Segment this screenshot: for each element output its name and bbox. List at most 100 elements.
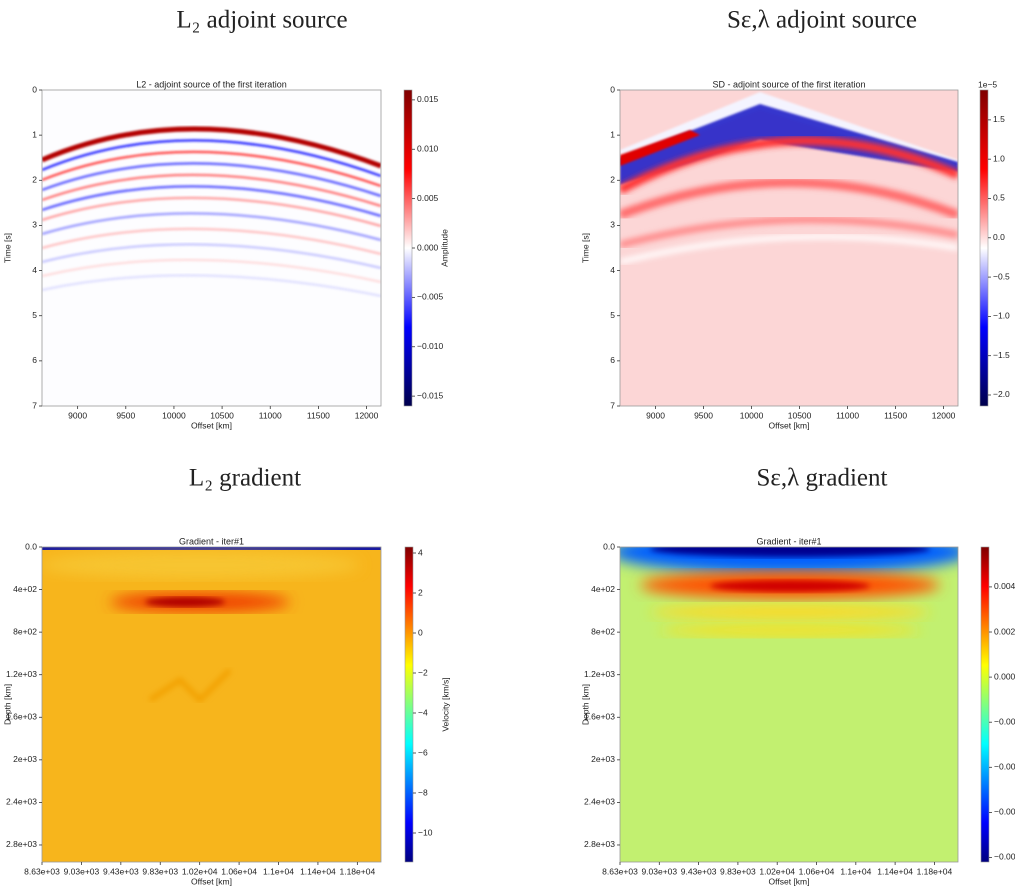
colorbar-tick-label: −1.5 [993,350,1010,360]
plot-title: L2 - adjoint source of the first iterati… [136,79,287,89]
colorbar-tick-label: 0.004 [994,581,1015,591]
plot-title: SD - adjoint source of the first iterati… [712,79,865,89]
colorbar-tick-label: −4 [418,707,428,717]
x-tick-label: 10000 [162,410,186,420]
x-tick-label: 11000 [259,410,282,420]
blob [650,604,930,620]
band [620,136,958,194]
x-tick-label: 1.18e+04 [339,866,375,876]
y-axis-label: Depth [km] [2,684,12,725]
x-axis-label: Offset [km] [769,420,810,430]
x-tick-label: 11000 [836,410,859,420]
y-tick-label: 1.6e+03 [6,712,37,722]
colorbar-tick-label: −2.0 [993,389,1010,399]
colorbar-tick-label: −0.015 [417,390,444,400]
y-tick-label: 2.8e+03 [6,839,37,849]
x-tick-label: 9000 [68,410,87,420]
y-tick-label: 2.4e+03 [6,797,37,807]
colorbar-label: Velocity [km/s] [440,677,450,731]
caption: L₂ gradient [189,465,301,492]
y-tick-label: 2.4e+03 [584,797,615,807]
y-tick-label: 2 [32,175,37,185]
image [620,90,958,406]
colorbar-tick-label: 0.000 [994,671,1015,681]
colorbar-tick-label: 0.005 [417,193,439,203]
colorbar-tick-label: −6 [418,747,428,757]
x-tick-label: 9.83e+03 [142,866,178,876]
frame [619,89,959,407]
y-tick-label: 4 [32,265,37,275]
y-tick-label: 2.8e+03 [584,839,615,849]
band [620,216,958,249]
y-tick-label: 3 [32,220,37,230]
colorbar-tick-label: 4 [418,547,423,557]
plot-title: Gradient - iter#1 [179,536,244,546]
caption: L₂ adjoint source [176,7,347,34]
x-tick-label: 9000 [646,410,665,420]
x-tick-label: 1.1e+04 [263,866,294,876]
stripe [42,150,381,188]
stripe [42,243,381,270]
stripe [42,212,381,242]
colorbar-tick-label: 0.000 [417,242,439,252]
x-tick-label: 1.18e+04 [917,866,953,876]
colorbar-tick-label: −0.010 [417,341,444,351]
x-tick-label: 12000 [932,410,956,420]
blob [650,547,930,557]
x-tick-label: 10000 [740,410,764,420]
stripe [42,274,381,298]
x-tick-label: 10500 [210,410,234,420]
y-tick-label: 2 [610,175,615,185]
x-tick-label: 1.06e+04 [221,866,257,876]
x-tick-label: 9500 [694,410,713,420]
frame [41,546,382,863]
y-tick-label: 1.2e+03 [6,669,37,679]
x-tick-label: 9.03e+03 [641,866,677,876]
x-axis-label: Offset [km] [191,420,232,430]
colorbar-tick-label: 0.002 [994,626,1015,636]
stripe [42,258,381,284]
x-tick-label: 1.14e+04 [300,866,336,876]
y-tick-label: 1 [610,129,615,139]
y-tick-label: 1.2e+03 [584,669,615,679]
blob [145,597,225,607]
colorbar-tick-label: −0.004 [994,762,1015,772]
x-tick-label: 11500 [884,410,907,420]
colorbar-tick-label: 0.5 [993,193,1005,203]
y-tick-label: 4e+02 [591,584,615,594]
image [42,547,381,862]
y-tick-label: 4 [610,265,615,275]
y-tick-label: 5 [610,310,615,320]
y-tick-label: 3 [610,220,615,230]
stripe [42,173,381,208]
x-tick-label: 11500 [307,410,330,420]
caption: Sε,λ adjoint source [727,7,917,34]
colorbar-tick-label: 2 [418,587,423,597]
stripe [42,126,381,169]
x-tick-label: 8.63e+03 [24,866,60,876]
frame [41,89,382,407]
stripe [42,196,381,228]
stripe [42,185,381,218]
colorbar-tick-label: −0.002 [994,716,1015,726]
x-tick-label: 9500 [116,410,135,420]
image [42,90,381,406]
y-tick-label: 0 [610,84,615,94]
band [620,234,958,265]
stripe [42,227,381,256]
y-tick-label: 0.0 [25,541,37,551]
y-axis-label: Depth [km] [580,684,590,725]
y-tick-label: 1 [32,129,37,139]
y-axis-label: Time [s] [2,233,12,263]
colorbar-tick-label: −0.006 [994,807,1015,817]
colorbar-tick-label: 0.015 [417,94,439,104]
colorbar-tick-label: −1.0 [993,311,1010,321]
x-tick-label: 1.14e+04 [877,866,913,876]
x-tick-label: 9.03e+03 [64,866,100,876]
x-tick-label: 1.06e+04 [799,866,835,876]
y-tick-label: 6 [32,355,37,365]
x-tick-label: 9.83e+03 [720,866,756,876]
colorbar-tick-label: 0 [418,627,423,637]
top-band [42,547,381,550]
field [42,90,381,406]
